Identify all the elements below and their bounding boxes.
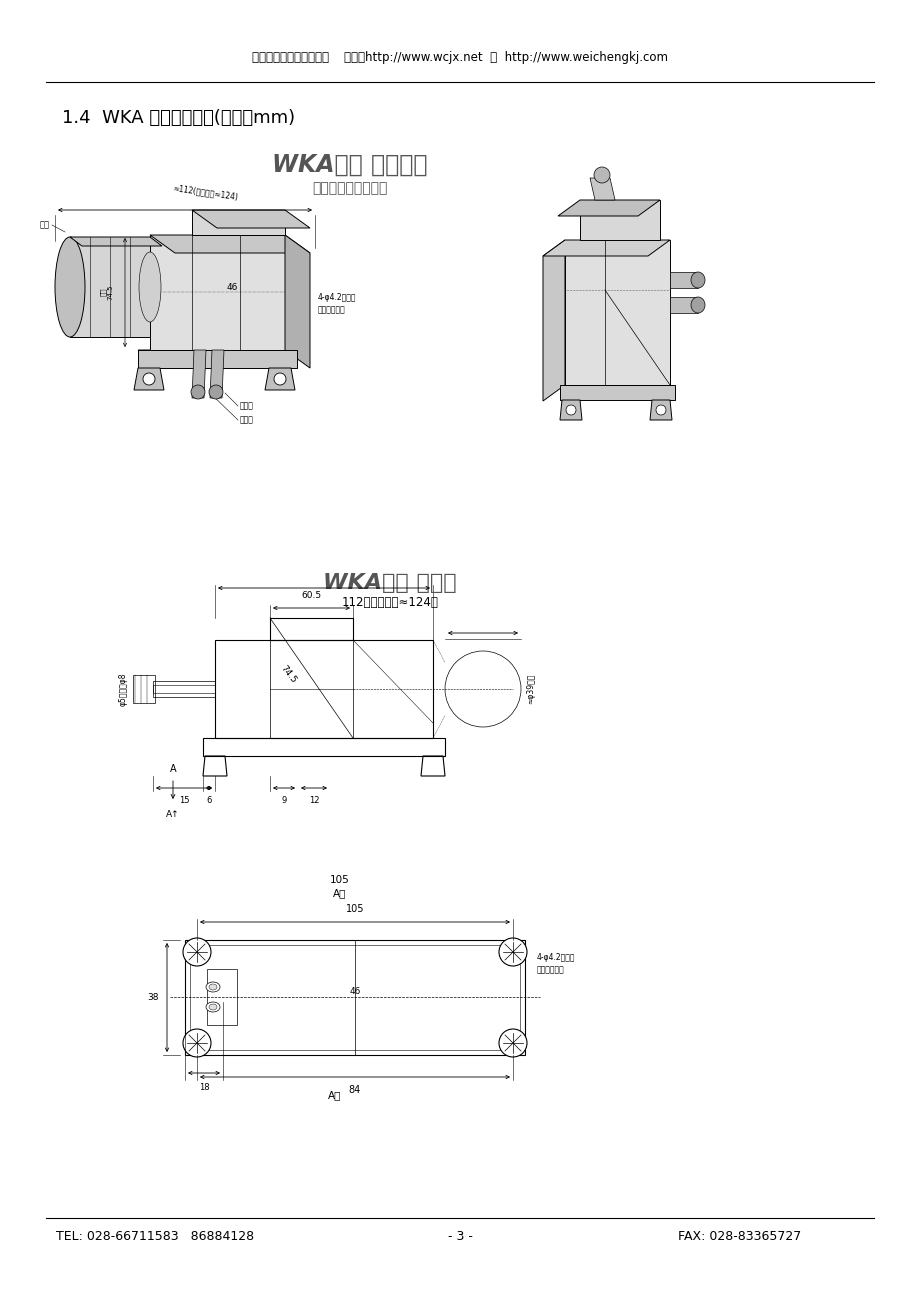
Text: 12: 12 (309, 796, 319, 805)
Text: - 3 -: - 3 - (447, 1230, 472, 1243)
Polygon shape (564, 240, 669, 385)
Text: 6: 6 (206, 796, 211, 805)
Text: ≈112(低于装置≈124): ≈112(低于装置≈124) (172, 184, 238, 202)
Polygon shape (542, 240, 564, 401)
Polygon shape (265, 368, 295, 391)
Text: 46: 46 (226, 283, 237, 292)
Polygon shape (210, 350, 223, 398)
Circle shape (501, 940, 525, 963)
Circle shape (185, 1031, 209, 1055)
Circle shape (498, 937, 527, 966)
Polygon shape (589, 178, 614, 201)
Ellipse shape (139, 253, 161, 322)
Polygon shape (138, 350, 309, 359)
Bar (192, 210, 285, 234)
Text: 4-φ4.2安装孔: 4-φ4.2安装孔 (537, 953, 575, 962)
Circle shape (501, 1031, 525, 1055)
Circle shape (655, 405, 665, 415)
Ellipse shape (206, 1003, 220, 1012)
Text: A↑: A↑ (166, 810, 179, 819)
Text: 15: 15 (178, 796, 189, 805)
Text: 减震脚可旋转: 减震脚可旋转 (318, 306, 346, 315)
Text: 减震脚可旋转: 减震脚可旋转 (537, 966, 564, 974)
Bar (153, 681, 215, 697)
Circle shape (209, 385, 222, 398)
Circle shape (274, 372, 286, 385)
Text: 84: 84 (348, 1085, 361, 1095)
Polygon shape (558, 201, 659, 216)
Polygon shape (70, 237, 150, 337)
Text: 9: 9 (281, 796, 287, 805)
Circle shape (498, 1029, 527, 1057)
Polygon shape (542, 240, 669, 256)
Bar (153, 685, 215, 693)
Ellipse shape (209, 1004, 217, 1010)
Circle shape (565, 405, 575, 415)
Circle shape (183, 937, 210, 966)
Ellipse shape (690, 297, 704, 312)
Text: FAX: 028-83365727: FAX: 028-83365727 (677, 1230, 800, 1243)
Text: 排气孔: 排气孔 (240, 415, 254, 424)
Polygon shape (579, 201, 659, 240)
Bar (133, 674, 154, 703)
Polygon shape (669, 272, 698, 288)
Ellipse shape (209, 984, 217, 990)
Circle shape (185, 940, 209, 963)
Text: 112【低于装置≈124】: 112【低于装置≈124】 (341, 596, 438, 609)
Text: 4-φ4.2安装孔: 4-φ4.2安装孔 (318, 293, 357, 302)
Text: 成都新为诚科技有限公司    网站：http://www.wcjx.net  和  http://www.weichengkj.com: 成都新为诚科技有限公司 网站：http://www.wcjx.net 和 htt… (252, 52, 667, 65)
Text: 60.5: 60.5 (301, 591, 321, 600)
Bar (560, 385, 675, 400)
Circle shape (142, 372, 154, 385)
Circle shape (191, 385, 205, 398)
Text: A: A (169, 764, 176, 773)
Text: WKA产品 详细图: WKA产品 详细图 (323, 573, 457, 592)
Text: 105: 105 (346, 904, 364, 914)
Ellipse shape (206, 982, 220, 992)
Bar (207, 969, 237, 1025)
Text: 进气孔: 进气孔 (240, 401, 254, 410)
Text: （图示单位：毫米）: （图示单位：毫米） (312, 181, 387, 195)
Text: A向: A向 (328, 1090, 341, 1100)
Bar (269, 618, 353, 641)
Text: 74.5: 74.5 (278, 663, 298, 685)
Text: 105: 105 (330, 875, 349, 885)
Text: TEL: 028-66711583   86884128: TEL: 028-66711583 86884128 (56, 1230, 254, 1243)
Bar (215, 641, 433, 738)
Text: 38: 38 (147, 992, 159, 1001)
Circle shape (594, 167, 609, 184)
Bar (203, 738, 445, 756)
Text: A向: A向 (333, 888, 346, 898)
Bar (190, 945, 519, 1049)
Polygon shape (285, 234, 310, 368)
Polygon shape (560, 400, 582, 421)
Text: 46: 46 (349, 987, 360, 996)
Circle shape (183, 1029, 210, 1057)
Polygon shape (192, 350, 206, 398)
Polygon shape (134, 368, 164, 391)
Bar (138, 350, 297, 368)
Text: 装置
74.5: 装置 74.5 (100, 284, 114, 299)
Polygon shape (70, 237, 162, 246)
Polygon shape (669, 297, 698, 312)
Bar (185, 940, 525, 1055)
Polygon shape (192, 210, 310, 228)
Ellipse shape (55, 237, 85, 337)
Polygon shape (150, 234, 285, 350)
Text: ≈φ39电机: ≈φ39电机 (526, 674, 535, 704)
Ellipse shape (690, 272, 704, 288)
Text: 电机: 电机 (40, 220, 50, 229)
Text: WKA产品 外形尺寸: WKA产品 外形尺寸 (272, 154, 427, 177)
Polygon shape (650, 400, 671, 421)
Polygon shape (150, 234, 310, 253)
Text: φ5，外径φ8: φ5，外径φ8 (119, 672, 128, 706)
Text: 18: 18 (199, 1083, 210, 1092)
Text: 1.4  WKA 系列外形尺寸(单位：mm): 1.4 WKA 系列外形尺寸(单位：mm) (62, 109, 295, 128)
